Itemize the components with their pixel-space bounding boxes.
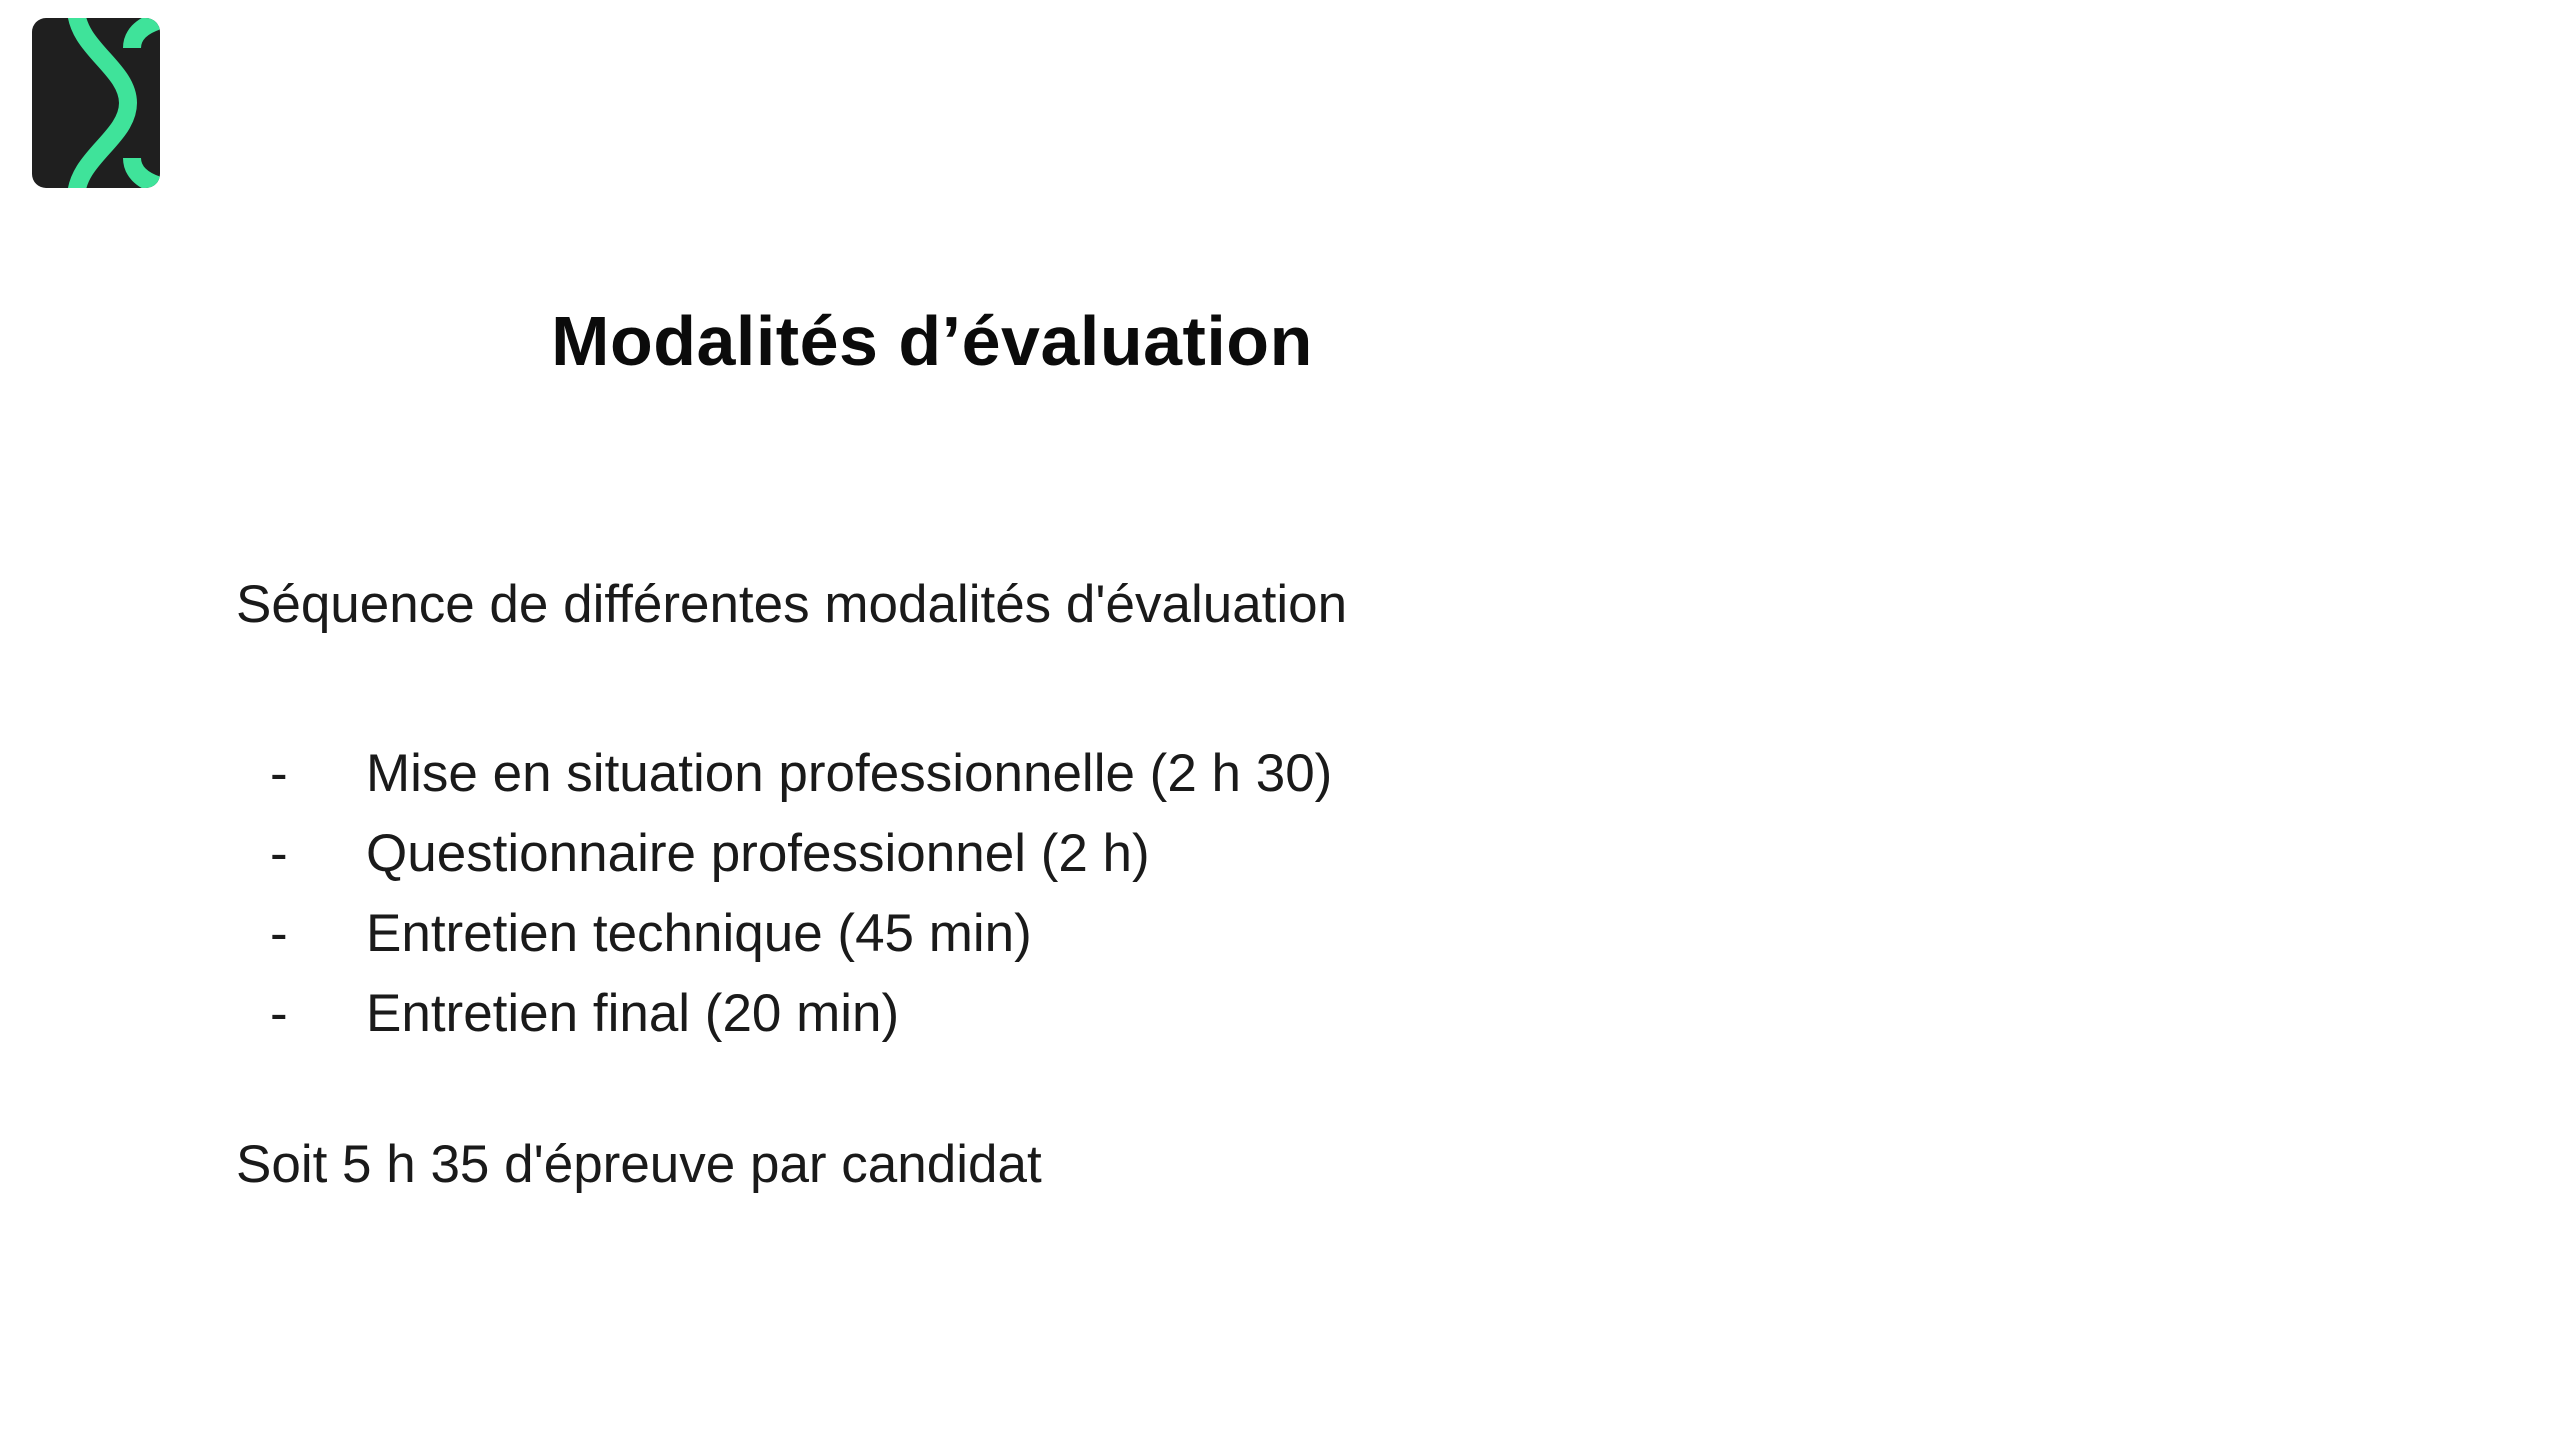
- bullet-dash: -: [270, 983, 288, 1043]
- summary-text: Soit 5 h 35 d'épreuve par candidat: [236, 1135, 1042, 1194]
- list-item: - Questionnaire professionnel (2 h): [236, 813, 1332, 893]
- list-item-text: Mise en situation professionnelle (2 h 3…: [366, 743, 1333, 803]
- list-item: - Entretien final (20 min): [236, 973, 1332, 1053]
- list-item-text: Entretien final (20 min): [366, 983, 900, 1043]
- bullet-dash: -: [270, 823, 288, 883]
- list-item-text: Questionnaire professionnel (2 h): [366, 823, 1150, 883]
- bullet-dash: -: [270, 743, 288, 803]
- bullet-dash: -: [270, 903, 288, 963]
- evaluation-list: - Mise en situation professionnelle (2 h…: [236, 733, 1332, 1053]
- intro-text: Séquence de différentes modalités d'éval…: [236, 575, 1348, 634]
- brand-logo-icon: [32, 18, 160, 188]
- list-item-text: Entretien technique (45 min): [366, 903, 1032, 963]
- page-title: Modalités d’évaluation: [551, 302, 1313, 380]
- list-item: - Mise en situation professionnelle (2 h…: [236, 733, 1332, 813]
- list-item: - Entretien technique (45 min): [236, 893, 1332, 973]
